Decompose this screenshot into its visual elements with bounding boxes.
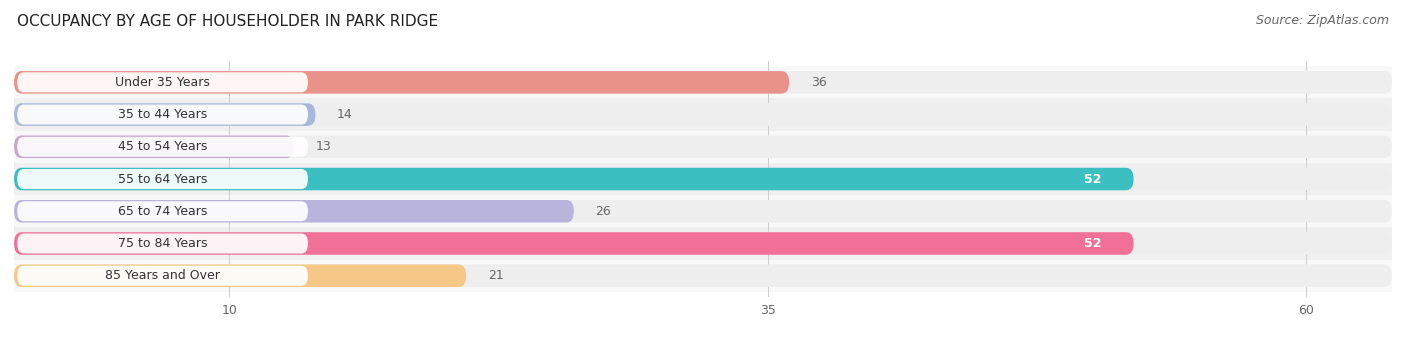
FancyBboxPatch shape [14, 200, 1392, 223]
FancyBboxPatch shape [17, 201, 308, 221]
Text: 55 to 64 Years: 55 to 64 Years [118, 173, 207, 186]
FancyBboxPatch shape [17, 234, 308, 253]
FancyBboxPatch shape [14, 71, 1392, 94]
Text: 21: 21 [488, 269, 503, 282]
Text: 65 to 74 Years: 65 to 74 Years [118, 205, 207, 218]
Bar [0, 260, 1406, 292]
Bar [0, 66, 1406, 99]
FancyBboxPatch shape [17, 137, 308, 157]
FancyBboxPatch shape [14, 135, 294, 158]
Text: 36: 36 [811, 76, 827, 89]
FancyBboxPatch shape [17, 169, 308, 189]
Text: 85 Years and Over: 85 Years and Over [105, 269, 221, 282]
FancyBboxPatch shape [17, 266, 308, 286]
FancyBboxPatch shape [14, 232, 1133, 255]
FancyBboxPatch shape [14, 103, 1392, 126]
FancyBboxPatch shape [17, 72, 308, 92]
FancyBboxPatch shape [14, 168, 1392, 190]
FancyBboxPatch shape [14, 232, 1392, 255]
FancyBboxPatch shape [14, 264, 1392, 287]
Text: 52: 52 [1084, 237, 1101, 250]
FancyBboxPatch shape [14, 135, 1392, 158]
FancyBboxPatch shape [14, 103, 315, 126]
Bar [0, 195, 1406, 227]
Text: 14: 14 [337, 108, 353, 121]
Text: 75 to 84 Years: 75 to 84 Years [118, 237, 207, 250]
Bar [0, 227, 1406, 260]
FancyBboxPatch shape [14, 200, 574, 223]
FancyBboxPatch shape [14, 168, 1133, 190]
Text: 52: 52 [1084, 173, 1101, 186]
Text: 13: 13 [315, 140, 332, 153]
Text: OCCUPANCY BY AGE OF HOUSEHOLDER IN PARK RIDGE: OCCUPANCY BY AGE OF HOUSEHOLDER IN PARK … [17, 14, 439, 29]
Bar [0, 163, 1406, 195]
Text: Source: ZipAtlas.com: Source: ZipAtlas.com [1256, 14, 1389, 27]
FancyBboxPatch shape [14, 71, 789, 94]
Text: 26: 26 [595, 205, 612, 218]
Text: 45 to 54 Years: 45 to 54 Years [118, 140, 207, 153]
Text: 35 to 44 Years: 35 to 44 Years [118, 108, 207, 121]
FancyBboxPatch shape [14, 264, 467, 287]
FancyBboxPatch shape [17, 105, 308, 124]
Bar [0, 131, 1406, 163]
Text: Under 35 Years: Under 35 Years [115, 76, 209, 89]
Bar [0, 99, 1406, 131]
